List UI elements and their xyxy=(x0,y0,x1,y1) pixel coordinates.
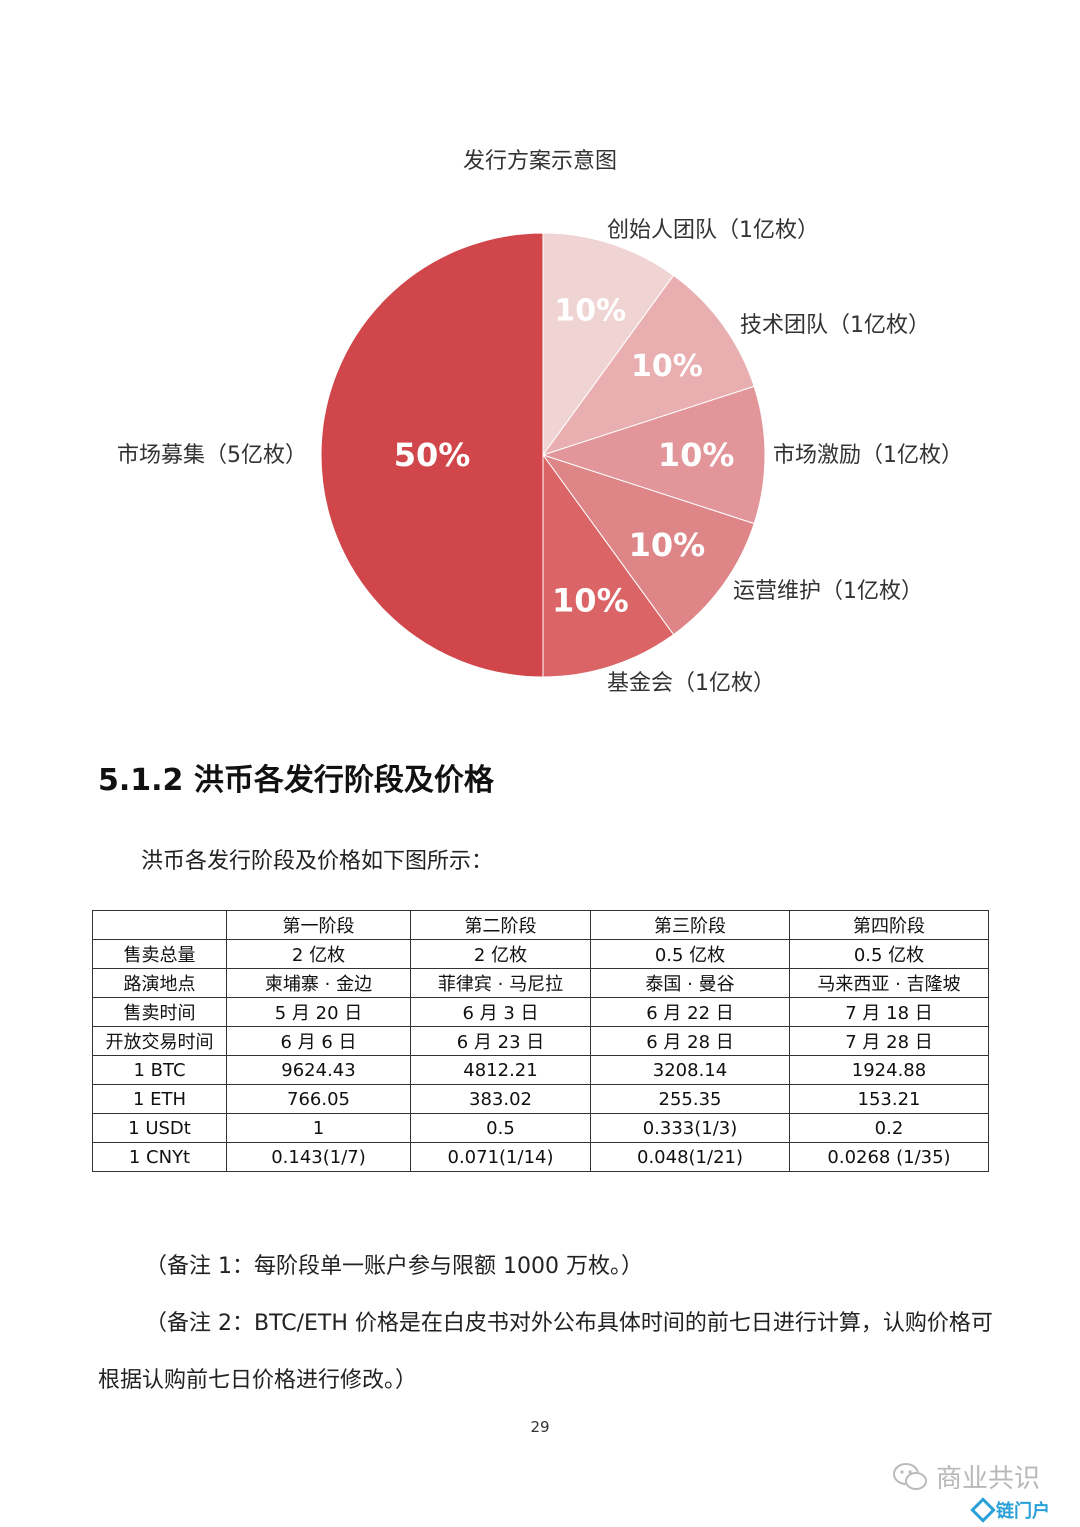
watermark-text: 商业共识 xyxy=(935,1464,1040,1494)
pie-slice xyxy=(542,232,675,457)
table-cell: 6 月 23 日 xyxy=(410,1026,591,1056)
pie-slice-label: 基金会（1亿枚） xyxy=(607,671,775,696)
pie-slice-percent: 50% xyxy=(394,436,471,474)
pie-slice-label: 市场募集（5亿枚） xyxy=(117,443,307,468)
header-cell: 第一阶段 xyxy=(226,910,411,940)
table-cell: 1 xyxy=(226,1113,411,1143)
table-cell: 0.071(1/14) xyxy=(410,1142,591,1172)
page-number: 29 xyxy=(530,1418,550,1436)
row-label-cell: 路演地点 xyxy=(92,968,227,998)
note-1: （备注 1：每阶段单一账户参与限额 1000 万枚。） xyxy=(145,1254,643,1279)
brand-text: 链门户 xyxy=(996,1501,1050,1522)
table-cell: 0.048(1/21) xyxy=(590,1142,790,1172)
pie-slice-percent: 10% xyxy=(554,293,626,328)
table-header-row: 第一阶段 第二阶段 第三阶段 第四阶段 xyxy=(92,910,989,940)
pie-slice-percent: 10% xyxy=(658,436,735,474)
table-cell: 柬埔寨 · 金边 xyxy=(226,968,411,998)
table-cell: 6 月 3 日 xyxy=(410,997,591,1027)
pie-chart: 10%10%10%10%10%50% xyxy=(320,232,766,678)
row-label-cell: 1 ETH xyxy=(92,1084,227,1114)
row-label-cell: 1 USDt xyxy=(92,1113,227,1143)
table-row: 1 BTC 9624.43 4812.21 3208.14 1924.88 xyxy=(92,1055,989,1085)
table-cell: 255.35 xyxy=(590,1084,790,1114)
wechat-icon xyxy=(892,1462,927,1490)
brand-logo: 链门户 xyxy=(970,1497,1050,1523)
pie-slice xyxy=(542,453,675,678)
table-cell: 5 月 20 日 xyxy=(226,997,411,1027)
table-cell: 菲律宾 · 马尼拉 xyxy=(410,968,591,998)
watermark: 商业共识 xyxy=(892,1458,1040,1495)
pie-slice xyxy=(541,385,766,525)
table-row: 1 CNYt 0.143(1/7) 0.071(1/14) 0.048(1/21) 0.… xyxy=(92,1142,989,1172)
note-2-line-1: （备注 2：BTC/ETH 价格是在白皮书对外公布具体时间的前七日进行计算，认购… xyxy=(145,1311,993,1336)
table-cell: 153.21 xyxy=(789,1084,989,1114)
table-cell: 2 亿枚 xyxy=(410,939,591,969)
table-cell: 0.5 亿枚 xyxy=(590,939,790,969)
table-row: 路演地点 柬埔寨 · 金边 菲律宾 · 马尼拉 泰国 · 曼谷 马来西亚 · 吉隆坡 xyxy=(92,968,989,998)
row-label-cell: 1 BTC xyxy=(92,1055,227,1085)
table-row: 1 USDt 1 0.5 0.333(1/3) 0.2 xyxy=(92,1113,989,1143)
table-cell: 1924.88 xyxy=(789,1055,989,1085)
note-2-line-2: 根据认购前七日价格进行修改。） xyxy=(98,1368,418,1393)
table-cell: 0.5 xyxy=(410,1113,591,1143)
pie-slice-percent: 10% xyxy=(552,582,629,620)
pie-slice-percent: 10% xyxy=(631,349,703,384)
pie-slice xyxy=(320,232,544,678)
pie-slice xyxy=(541,454,755,636)
table-cell: 4812.21 xyxy=(410,1055,591,1085)
table-cell: 383.02 xyxy=(410,1084,591,1114)
table-cell: 6 月 28 日 xyxy=(590,1026,790,1056)
header-cell: 第二阶段 xyxy=(410,910,591,940)
pie-slice-label: 创始人团队（1亿枚） xyxy=(607,218,819,243)
table-cell: 3208.14 xyxy=(590,1055,790,1085)
table-cell: 6 月 22 日 xyxy=(590,997,790,1027)
row-label-cell: 1 CNYt xyxy=(92,1142,227,1172)
table-cell: 泰国 · 曼谷 xyxy=(590,968,790,998)
row-label-cell: 售卖时间 xyxy=(92,997,227,1027)
table-cell: 9624.43 xyxy=(226,1055,411,1085)
table-cell: 0.2 xyxy=(789,1113,989,1143)
header-cell: 第三阶段 xyxy=(590,910,790,940)
stage-price-table: 第一阶段 第二阶段 第三阶段 第四阶段 售卖总量 2 亿枚 2 亿枚 0.5 亿枚 0.… xyxy=(92,910,989,1172)
chart-title: 发行方案示意图 xyxy=(462,149,617,174)
table-cell: 0.5 亿枚 xyxy=(789,939,989,969)
table-cell: 2 亿枚 xyxy=(226,939,411,969)
intro-text: 洪币各发行阶段及价格如下图所示： xyxy=(141,849,494,874)
pie-slice xyxy=(541,274,755,456)
row-label-cell: 开放交易时间 xyxy=(92,1026,227,1056)
table-cell: 0.143(1/7) xyxy=(226,1142,411,1172)
pie-slice-label: 技术团队（1亿枚） xyxy=(740,313,930,338)
header-cell: 第四阶段 xyxy=(789,910,989,940)
section-heading: 5.1.2 洪币各发行阶段及价格 xyxy=(98,763,494,798)
row-label-cell: 售卖总量 xyxy=(92,939,227,969)
header-cell xyxy=(92,910,227,940)
table-cell: 马来西亚 · 吉隆坡 xyxy=(789,968,989,998)
pie-slice-label: 运营维护（1亿枚） xyxy=(733,579,923,604)
pie-slice-label: 市场激励（1亿枚） xyxy=(773,443,963,468)
pie-slice-percent: 10% xyxy=(629,526,706,564)
table-cell: 766.05 xyxy=(226,1084,411,1114)
table-cell: 0.0268 (1/35) xyxy=(789,1142,989,1172)
diamond-logo-icon xyxy=(970,1497,996,1523)
table-cell: 7 月 28 日 xyxy=(789,1026,989,1056)
table-row: 售卖总量 2 亿枚 2 亿枚 0.5 亿枚 0.5 亿枚 xyxy=(92,939,989,969)
table-cell: 7 月 18 日 xyxy=(789,997,989,1027)
table-cell: 0.333(1/3) xyxy=(590,1113,790,1143)
table-cell: 6 月 6 日 xyxy=(226,1026,411,1056)
table-row: 1 ETH 766.05 383.02 255.35 153.21 xyxy=(92,1084,989,1114)
